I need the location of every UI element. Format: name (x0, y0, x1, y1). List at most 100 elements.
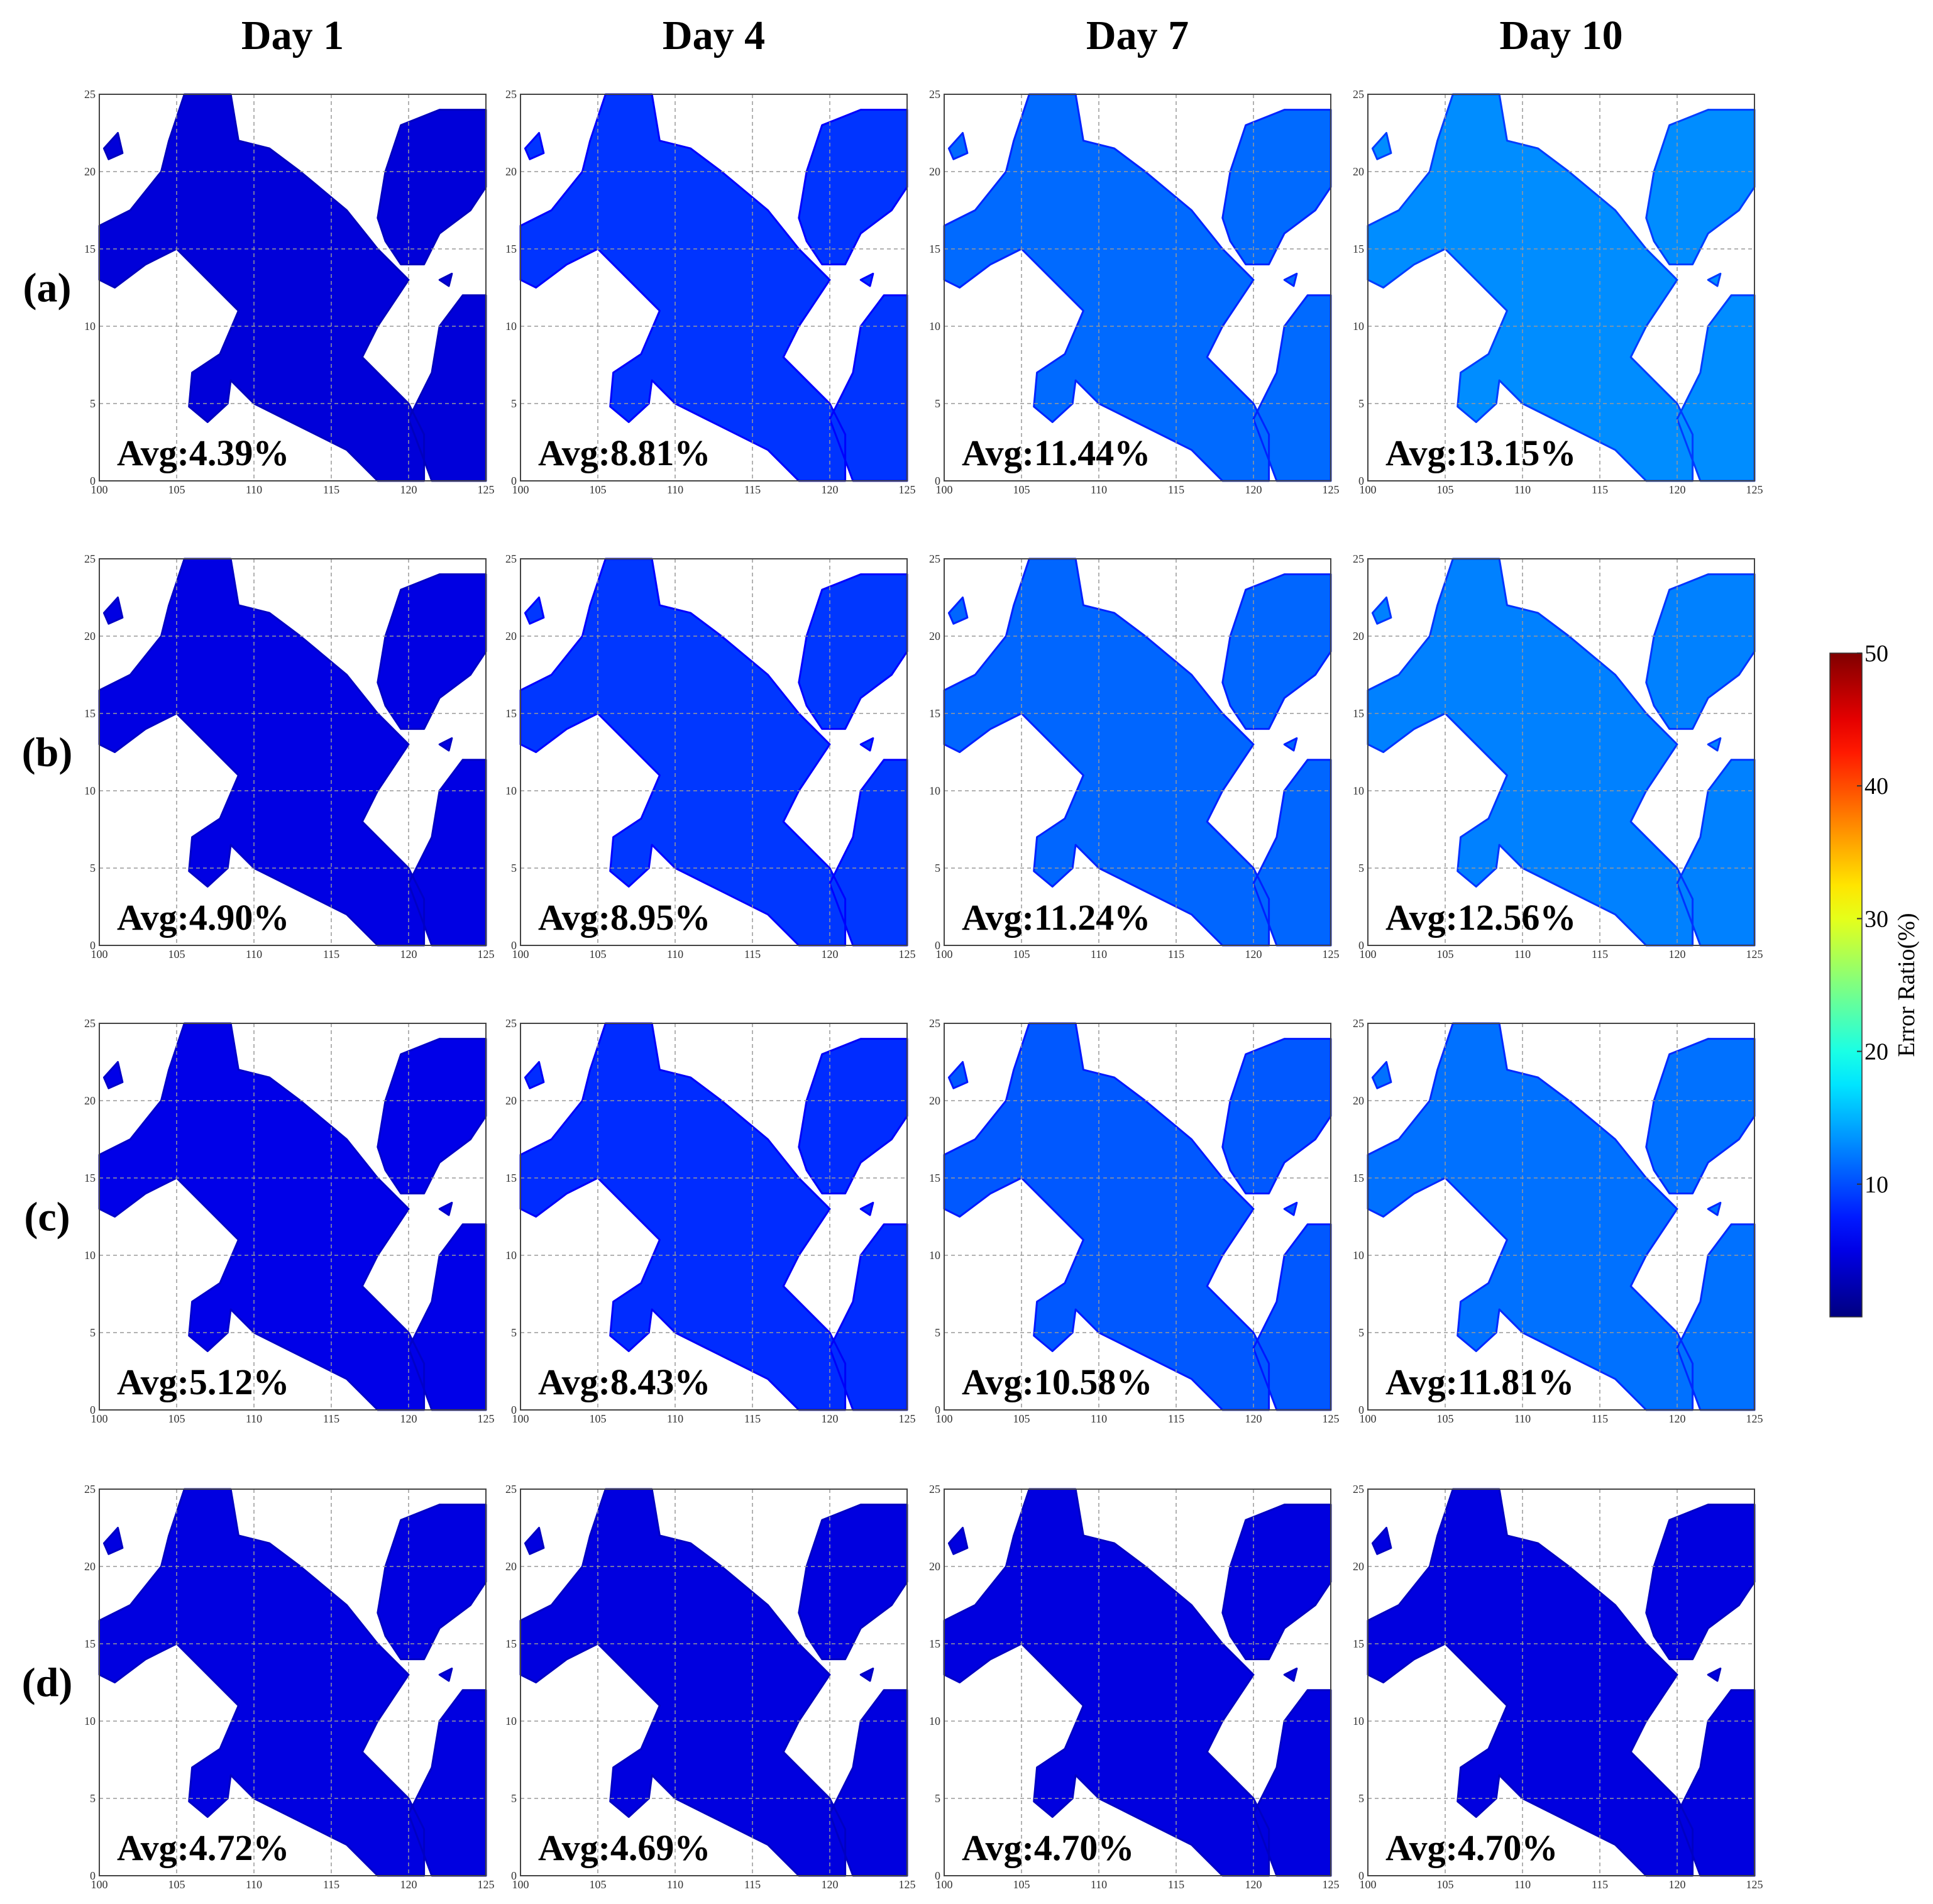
y-tick-label: 25 (929, 88, 940, 101)
y-tick-label: 20 (505, 1094, 517, 1107)
x-tick-label: 120 (400, 948, 417, 960)
x-tick-label: 100 (91, 948, 108, 960)
y-tick-label: 5 (1358, 1326, 1364, 1339)
x-tick-label: 105 (1013, 483, 1030, 496)
map-panel: 100 105 110 115 120 125 0 5 10 15 20 25 Avg:4.90% (84, 553, 495, 960)
x-tick-label: 115 (1592, 1878, 1608, 1891)
error-field (519, 93, 908, 482)
avg-label: Avg:8.81% (538, 432, 710, 473)
y-tick-label: 25 (929, 1017, 940, 1030)
x-tick-label: 125 (478, 483, 495, 496)
column-title: Day 1 (241, 13, 344, 58)
y-tick-label: 5 (1358, 397, 1364, 410)
x-tick-label: 110 (246, 1878, 262, 1891)
y-tick-label: 15 (505, 243, 517, 255)
x-tick-label: 125 (1746, 483, 1763, 496)
x-tick-label: 105 (1437, 1412, 1454, 1425)
x-tick-label: 125 (1323, 948, 1340, 960)
y-tick-label: 5 (511, 862, 517, 874)
y-tick-label: 20 (505, 165, 517, 178)
x-tick-label: 110 (246, 1412, 262, 1425)
y-tick-label: 20 (1353, 1094, 1364, 1107)
error-field (98, 93, 487, 482)
y-tick-label: 0 (511, 475, 517, 487)
x-tick-label: 110 (1514, 948, 1531, 960)
y-tick-label: 0 (90, 1404, 96, 1416)
axes-frame (1367, 558, 1755, 946)
row-label: (a) (23, 265, 72, 311)
x-tick-label: 105 (168, 948, 185, 960)
axes-frame (99, 1023, 487, 1411)
y-tick-label: 25 (1353, 1017, 1364, 1030)
x-tick-label: 105 (590, 948, 607, 960)
x-tick-label: 115 (744, 1878, 761, 1891)
y-tick-label: 0 (90, 475, 96, 487)
y-tick-label: 25 (84, 553, 96, 565)
map-panel: 100 105 110 115 120 125 0 5 10 15 20 25 Avg:8.95% (505, 553, 916, 960)
y-tick-label: 25 (84, 1017, 96, 1030)
y-tick-label: 25 (84, 88, 96, 101)
axes-frame (520, 94, 908, 482)
y-tick-label: 20 (929, 165, 940, 178)
y-tick-label: 0 (1358, 939, 1364, 952)
y-tick-label: 5 (1358, 1792, 1364, 1805)
y-tick-label: 5 (935, 1326, 940, 1339)
y-tick-label: 5 (90, 397, 96, 410)
x-tick-label: 105 (1013, 1878, 1030, 1891)
x-tick-label: 105 (590, 1878, 607, 1891)
colorbar-tick-label: 20 (1864, 1039, 1888, 1065)
map-panel: 100 105 110 115 120 125 0 5 10 15 20 25 Avg:4.72% (84, 1483, 495, 1891)
y-tick-label: 0 (1358, 1404, 1364, 1416)
error-field (1367, 93, 1756, 482)
y-tick-label: 20 (505, 630, 517, 642)
x-tick-label: 120 (1669, 948, 1686, 960)
y-tick-label: 15 (505, 1172, 517, 1184)
y-tick-label: 15 (929, 243, 940, 255)
x-tick-label: 115 (323, 483, 339, 496)
colorbar-tick-label: 30 (1864, 906, 1888, 932)
x-tick-label: 125 (1746, 1878, 1763, 1891)
x-tick-label: 120 (1669, 1412, 1686, 1425)
x-tick-label: 100 (936, 1878, 953, 1891)
y-tick-label: 20 (929, 1560, 940, 1573)
y-tick-label: 5 (511, 397, 517, 410)
x-tick-label: 110 (246, 948, 262, 960)
x-tick-label: 100 (91, 1412, 108, 1425)
y-tick-label: 20 (929, 630, 940, 642)
x-tick-label: 105 (1437, 483, 1454, 496)
x-tick-label: 125 (899, 1878, 916, 1891)
y-tick-label: 25 (505, 88, 517, 101)
y-tick-label: 0 (935, 1404, 940, 1416)
y-tick-label: 20 (84, 630, 96, 642)
x-tick-label: 110 (667, 483, 683, 496)
y-tick-label: 25 (84, 1483, 96, 1495)
y-tick-label: 5 (1358, 862, 1364, 874)
x-tick-label: 125 (899, 483, 916, 496)
y-tick-label: 10 (1353, 1715, 1364, 1727)
colorbar-tick-label: 40 (1864, 773, 1888, 800)
x-tick-label: 115 (1592, 483, 1608, 496)
y-tick-label: 10 (84, 1715, 96, 1727)
error-field (519, 558, 908, 947)
map-panel: 100 105 110 115 120 125 0 5 10 15 20 25 Avg:4.70% (1353, 1483, 1763, 1891)
x-tick-label: 115 (744, 1412, 761, 1425)
y-tick-label: 0 (935, 475, 940, 487)
x-tick-label: 105 (168, 1878, 185, 1891)
y-tick-label: 10 (505, 1249, 517, 1262)
y-tick-label: 15 (929, 707, 940, 720)
error-field (1367, 1022, 1756, 1411)
column-title: Day 7 (1086, 13, 1189, 58)
y-tick-label: 25 (1353, 1483, 1364, 1495)
map-panel: 100 105 110 115 120 125 0 5 10 15 20 25 Avg:10.58% (929, 1017, 1340, 1425)
y-tick-label: 15 (929, 1172, 940, 1184)
y-tick-label: 25 (505, 1017, 517, 1030)
x-tick-label: 120 (1669, 483, 1686, 496)
x-tick-label: 100 (512, 948, 529, 960)
error-field (98, 1488, 487, 1877)
y-tick-label: 10 (84, 320, 96, 333)
colorbar-tick-label: 50 (1864, 641, 1888, 667)
x-tick-label: 125 (1746, 1412, 1763, 1425)
y-tick-label: 20 (84, 165, 96, 178)
avg-label: Avg:4.70% (962, 1827, 1134, 1868)
x-tick-label: 110 (1091, 948, 1107, 960)
